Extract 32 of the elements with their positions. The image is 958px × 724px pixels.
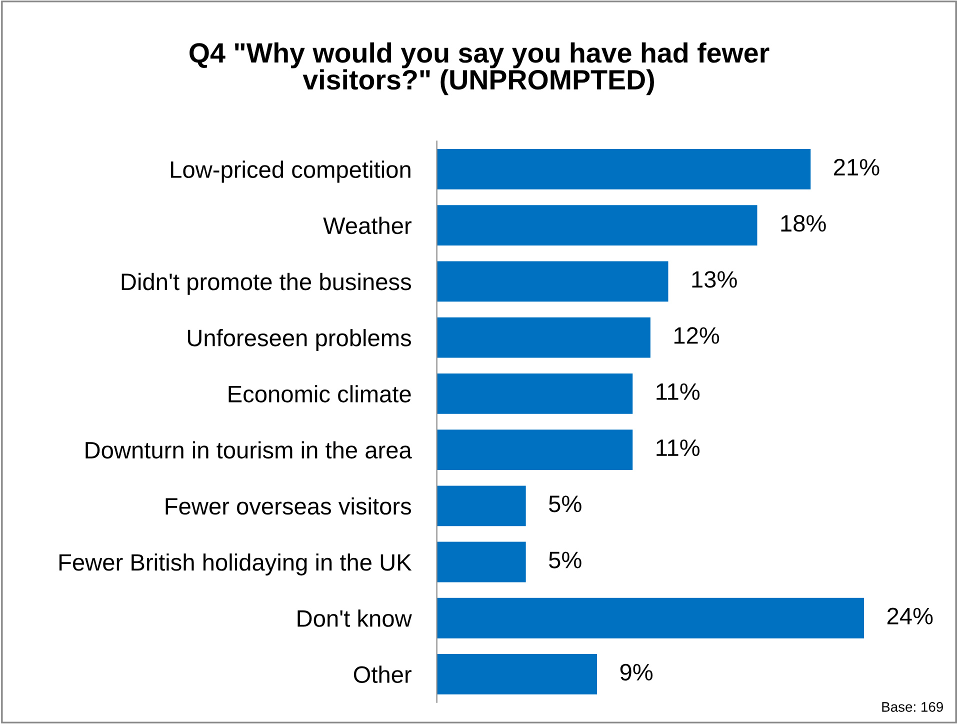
y-tick-label: Unforeseen problems [188,329,412,352]
bar [436,261,668,302]
bar [436,373,633,414]
data-label: 5% [549,496,582,512]
bar [436,149,811,190]
y-tick-label: Other [354,666,412,684]
y-tick-label: Weather [323,216,412,234]
y-tick-label: Fewer British holidaying in the UK [59,553,412,576]
bar [436,542,526,582]
bar [436,598,864,638]
y-tick-label: Low-priced competition [171,160,410,183]
bar [436,486,526,526]
data-label: 21% [834,158,880,176]
data-label: 5% [549,552,582,568]
chart-title: Q4 "Why would you say you have had fewer visitors?" (UNPROMPTED) [190,42,770,96]
data-label: 18% [781,214,826,232]
bar [436,430,633,470]
data-label: 11% [656,440,700,456]
y-tick-label: Don't know [298,610,412,627]
bar [436,654,598,694]
y-tick-label: Didn't promote the business [122,272,412,295]
y-tick-label: Fewer overseas visitors [166,497,412,515]
data-label: 13% [692,271,737,288]
y-tick-label: Downturn in tourism in the area [86,441,412,459]
data-label: 12% [674,327,720,344]
text: Base: 169 [882,702,943,712]
data-label: 24% [887,608,933,624]
data-label: 9% [620,664,653,681]
y-tick-label: Economic climate [228,385,411,402]
data-label: 11% [656,383,700,400]
bar [436,205,758,246]
bar [436,317,650,358]
